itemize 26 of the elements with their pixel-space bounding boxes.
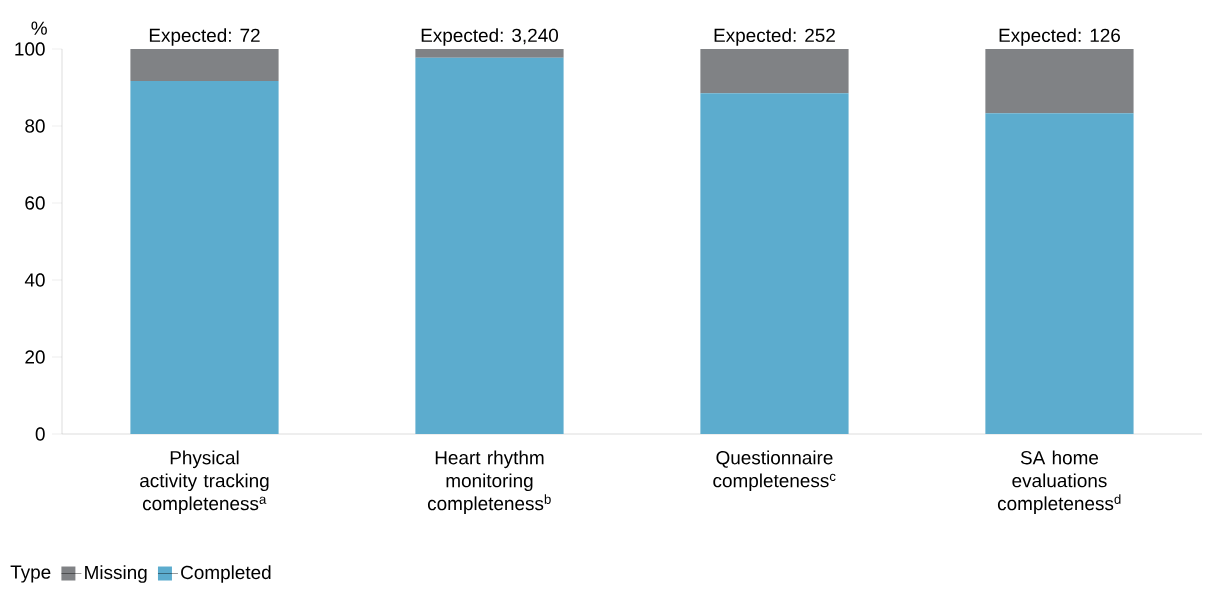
y-tick-label: 60 [25,196,45,210]
bar [985,113,1134,434]
y-tick-label: 20 [25,350,45,364]
annotation: Expected: 72 [149,28,260,46]
bar [700,49,849,94]
x-tick-label: SA home evaluations completeness$^{d}$ [997,450,1121,514]
annotation: Expected: 3,240 [421,28,558,46]
bar [130,80,279,434]
bar [700,93,849,434]
bar [985,49,1134,114]
bar [415,49,564,58]
y-tick-label: 80 [25,119,45,133]
annotation: Expected: 252 [714,28,835,46]
x-tick-label: Physical activity tracking completeness$^{a}$ [140,450,269,514]
y-tick-label: 40 [24,273,45,287]
legend-title: Type [10,565,51,583]
annotation: Expected: 126 [999,28,1120,46]
bar [130,49,279,81]
bar [415,57,564,434]
x-tick-label: Questionnaire completeness$^{c}$ [713,450,836,492]
x-tick-label: Heart rhythm monitoring completeness$^{b}$ [427,450,551,514]
legend-label: Completed [181,565,271,583]
y-tick-label: 100 [15,42,45,56]
y-axis-title: % [31,21,47,35]
legend-label: Missing [85,565,147,583]
y-tick-label: 0 [35,427,45,441]
